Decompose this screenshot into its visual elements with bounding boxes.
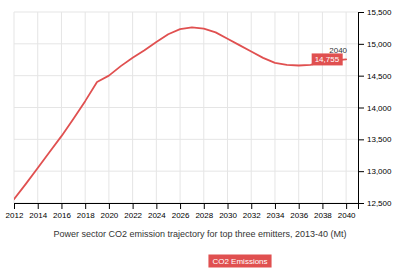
- x-tick: 2018: [77, 203, 95, 220]
- title: Power sector CO2 emission trajectory for…: [53, 229, 346, 239]
- x-tick: 2036: [290, 203, 308, 220]
- x-tick-mark: [322, 203, 323, 209]
- grid-line-y: [14, 139, 358, 140]
- x-tick-label: 2022: [124, 211, 142, 220]
- x-axis-line: [15, 204, 359, 210]
- x-tick-mark: [204, 203, 205, 209]
- x-tick: 2022: [124, 203, 142, 220]
- x-tick-mark: [14, 203, 15, 209]
- y-axis: 12,500 13,000 13,500 14,000 14,500 15,000 15,5…: [358, 8, 392, 208]
- x-tick-label: 2030: [219, 211, 237, 220]
- y-tick-label: 13,000: [367, 167, 392, 176]
- x-tick-mark: [346, 203, 347, 209]
- y-tick-label: 14,500: [367, 72, 392, 81]
- y-tick-mark: [358, 76, 364, 77]
- x-tick-label: 2040: [338, 211, 356, 220]
- x-tick: 2038: [314, 203, 332, 220]
- legend: CO2 Emissions: [208, 255, 271, 268]
- grid-line-y: [14, 107, 358, 108]
- x-tick-label: 2024: [148, 211, 166, 220]
- y-tick-mark: [358, 108, 364, 109]
- y-tick: 13,500: [358, 135, 392, 144]
- x-tick: 2030: [219, 203, 237, 220]
- x-tick-mark: [299, 203, 300, 209]
- y-tick: 14,000: [358, 104, 392, 113]
- y-axis-line: [359, 13, 365, 204]
- annotation-box: 14,755: [312, 53, 343, 65]
- x-tick-label: 2032: [243, 211, 261, 220]
- legend-swatch: [208, 255, 271, 268]
- x-tick-label: 2034: [267, 211, 285, 220]
- y-tick-label: 15,000: [367, 40, 392, 49]
- x-tick: 2012: [6, 203, 24, 220]
- x-tick: 2016: [53, 203, 71, 220]
- x-tick: 2014: [29, 203, 47, 220]
- x-tick-label: 2038: [314, 211, 332, 220]
- y-tick: 13,000: [358, 167, 392, 176]
- chart-container: 2012 2014 2016 2018 2020 2022 2024 2026 2028 2030…: [0, 0, 400, 275]
- x-tick-mark: [85, 203, 86, 209]
- y-tick-mark: [358, 203, 364, 204]
- y-tick-mark: [358, 171, 364, 172]
- y-tick-label: 15,500: [367, 8, 392, 17]
- x-tick-label: 2018: [77, 211, 95, 220]
- y-tick-label: 13,500: [367, 135, 392, 144]
- legend-item: CO2 Emissions: [208, 255, 271, 268]
- x-tick-mark: [180, 203, 181, 209]
- grid-line-y: [14, 12, 358, 13]
- y-tick: 15,000: [358, 40, 392, 49]
- x-tick-mark: [156, 203, 157, 209]
- x-tick: 2040: [338, 203, 356, 220]
- x-tick-label: 2036: [290, 211, 308, 220]
- y-tick-mark: [358, 12, 364, 13]
- x-axis: 2012 2014 2016 2018 2020 2022 2024 2026 2028 2030…: [6, 203, 359, 220]
- y-tick: 14,500: [358, 72, 392, 81]
- x-tick: 2026: [172, 203, 190, 220]
- y-tick-mark: [358, 139, 364, 140]
- chart: 2012 2014 2016 2018 2020 2022 2024 2026 2028 2030…: [0, 0, 400, 275]
- grid: [14, 12, 358, 203]
- x-tick: 2032: [243, 203, 261, 220]
- x-tick: 2024: [148, 203, 166, 220]
- x-tick-mark: [109, 203, 110, 209]
- x-tick-mark: [61, 203, 62, 209]
- grid-line-y: [14, 75, 358, 76]
- annotations: 204014,755: [312, 46, 348, 65]
- x-tick: 2028: [195, 203, 213, 220]
- grid-line-y: [14, 43, 358, 44]
- annotation-box-bg: [312, 53, 343, 65]
- x-tick-mark: [133, 203, 134, 209]
- x-tick-mark: [251, 203, 252, 209]
- y-tick-mark: [358, 44, 364, 45]
- x-tick-label: 2020: [100, 211, 118, 220]
- x-tick-mark: [38, 203, 39, 209]
- annotation-value: 14,755: [315, 55, 340, 64]
- x-tick-label: 2028: [195, 211, 213, 220]
- y-tick-label: 14,000: [367, 104, 392, 113]
- plot-area: [14, 27, 346, 199]
- y-tick: 12,500: [358, 199, 392, 208]
- x-tick-mark: [275, 203, 276, 209]
- legend-label: CO2 Emissions: [212, 257, 267, 266]
- series-line: [14, 27, 346, 199]
- x-tick: 2034: [267, 203, 285, 220]
- x-tick-label: 2014: [29, 211, 47, 220]
- y-tick: 15,500: [358, 8, 392, 17]
- x-tick-label: 2012: [6, 211, 24, 220]
- x-tick-label: 2016: [53, 211, 71, 220]
- grid-line-y: [14, 171, 358, 172]
- x-tick: 2020: [100, 203, 118, 220]
- y-tick-label: 12,500: [367, 199, 392, 208]
- x-tick-mark: [228, 203, 229, 209]
- x-tick-label: 2026: [172, 211, 190, 220]
